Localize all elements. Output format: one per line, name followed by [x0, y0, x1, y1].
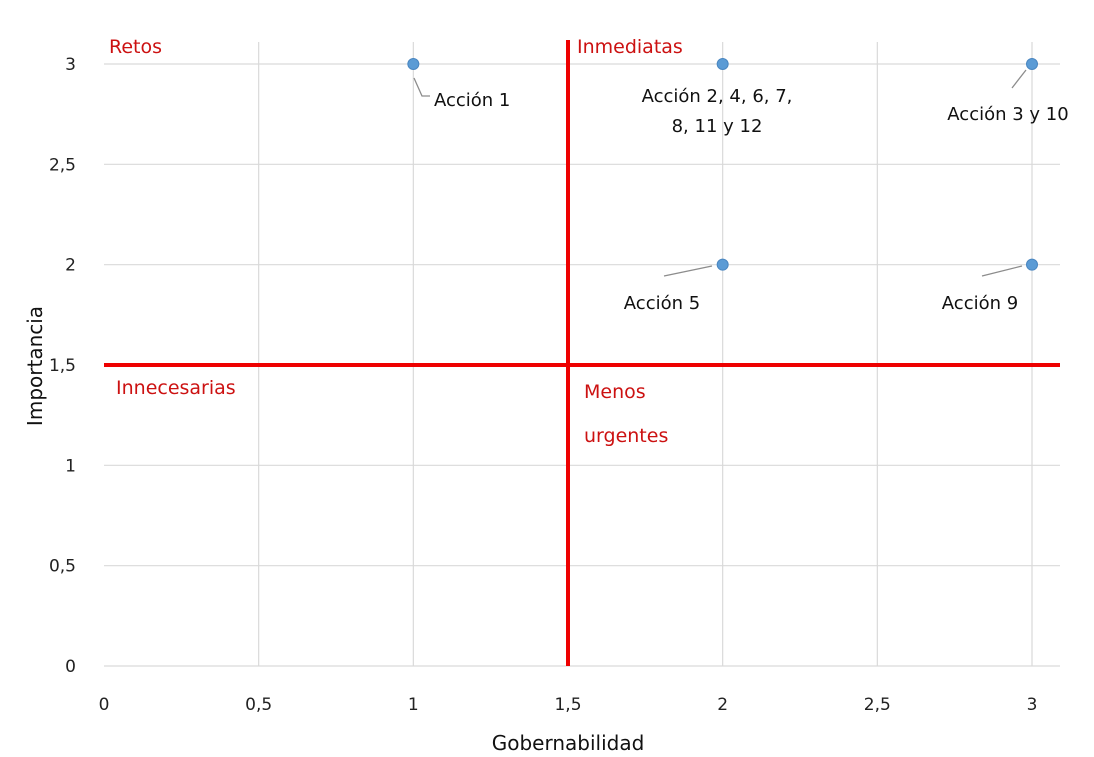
data-point: [716, 258, 729, 271]
reference-lines: [104, 40, 1060, 666]
y-tick-label: 1,5: [49, 356, 76, 376]
y-axis-title: Importancia: [23, 306, 47, 426]
x-tick-label: 3: [1027, 695, 1038, 715]
leader-line: [413, 77, 430, 97]
data-point: [1026, 58, 1038, 70]
grid: [104, 42, 1060, 667]
quadrant-label-retos: Retos: [109, 36, 162, 58]
leader-line: [981, 265, 1023, 277]
quadrant-label-innecesarias: Innecesarias: [116, 377, 236, 399]
x-tick-label: 2: [717, 695, 728, 715]
data-points: [407, 58, 1038, 271]
leader-line: [1011, 69, 1027, 89]
quadrant-label-menos-urgentes: Menos urgentes: [584, 381, 668, 447]
x-tick-label: 2,5: [864, 695, 891, 715]
y-tick-label: 2: [65, 256, 76, 276]
x-axis-title: Gobernabilidad: [492, 731, 645, 755]
label-leader-lines: [413, 69, 1027, 277]
x-axis-ticks: 0 0,5 1 1,5 2 2,5 3: [99, 695, 1038, 715]
y-tick-label: 2,5: [49, 155, 76, 175]
quadrant-labels: Retos Inmediatas Innecesarias Menos urgentes: [109, 36, 683, 447]
y-tick-label: 3: [65, 55, 76, 75]
data-point: [716, 58, 729, 70]
y-axis-ticks: 0 0,5 1 1,5 2 2,5 3: [49, 55, 76, 677]
data-point-label: Acción 5: [624, 293, 700, 314]
data-point-label: Acción 1: [434, 90, 510, 111]
y-tick-label: 1: [65, 456, 76, 476]
data-point: [407, 58, 420, 70]
x-tick-label: 1: [408, 695, 419, 715]
leader-line: [663, 265, 713, 277]
x-tick-label: 1,5: [554, 695, 581, 715]
y-tick-label: 0: [65, 657, 76, 677]
x-tick-label: 0,5: [245, 695, 272, 715]
data-point-label: Acción 3 y 10: [947, 104, 1068, 125]
data-point-label: Acción 2, 4, 6, 7, 8, 11 y 12: [642, 86, 793, 137]
y-tick-label: 0,5: [49, 557, 76, 577]
quadrant-label-inmediatas: Inmediatas: [577, 36, 683, 58]
x-tick-label: 0: [99, 695, 110, 715]
data-point: [1026, 258, 1038, 271]
data-point-labels: Acción 1 Acción 2, 4, 6, 7, 8, 11 y 12 Acci…: [434, 86, 1069, 314]
data-point-label: Acción 9: [942, 293, 1018, 314]
